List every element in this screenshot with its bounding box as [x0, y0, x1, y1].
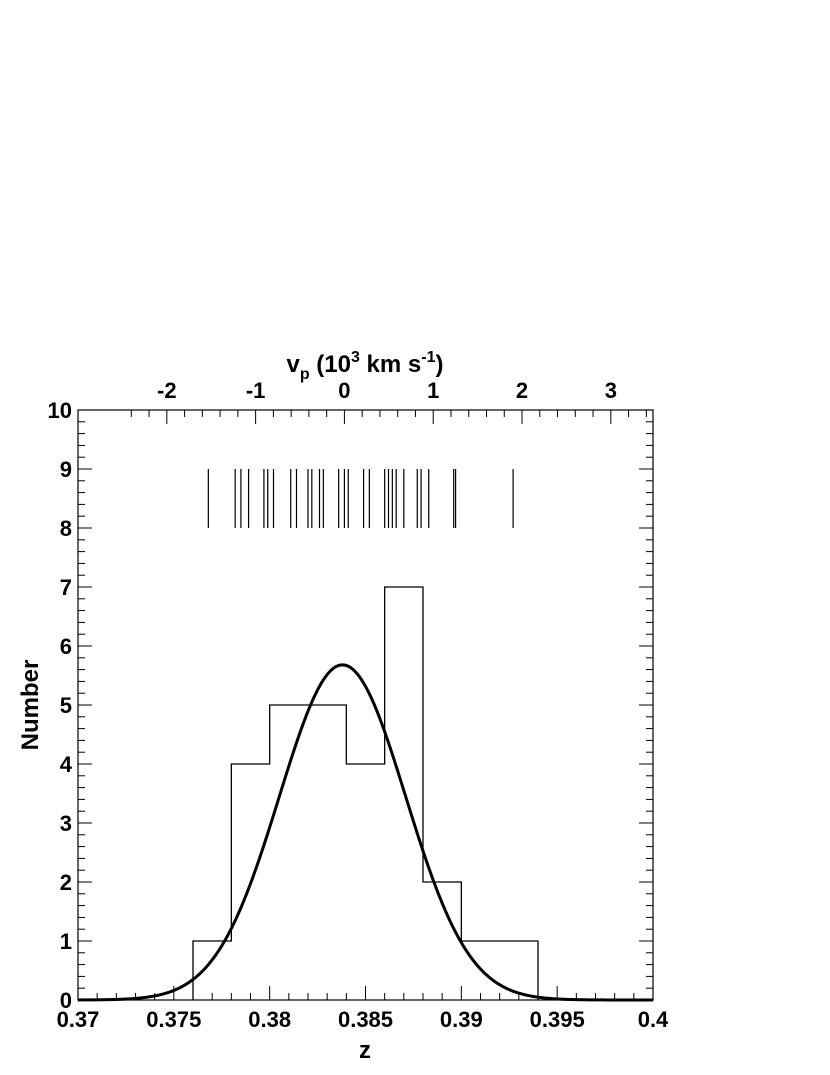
- histogram-outline: [192, 586, 539, 1000]
- x-tick-label: 0.385: [338, 1007, 393, 1032]
- plot-frame: [77, 409, 654, 1001]
- top-axis-title: vp (103 km s-1): [286, 349, 443, 383]
- major-ticks: [77, 409, 654, 1001]
- galaxy-redshift-marks: [207, 469, 514, 528]
- top-tick-labels: -2 -1 0 1 2 3: [157, 378, 617, 403]
- y-tick-label: 9: [60, 457, 72, 482]
- minor-ticks: [78, 410, 653, 1000]
- x-axis-title: z: [359, 1037, 371, 1064]
- y-tick-label: 5: [60, 693, 72, 718]
- y-tick-label: 3: [60, 811, 72, 836]
- x-tick-labels: 0.37 0.375 0.38 0.385 0.39 0.395 0.4: [57, 1007, 669, 1032]
- y-tick-label: 4: [60, 752, 73, 777]
- y-tick-label: 2: [60, 870, 72, 895]
- y-tick-label: 8: [60, 516, 72, 541]
- top-tick-label: -1: [246, 378, 266, 403]
- x-tick-label: 0.38: [248, 1007, 291, 1032]
- top-tick-label: 2: [516, 378, 528, 403]
- y-tick-label: 6: [60, 634, 72, 659]
- y-tick-label: 1: [60, 929, 72, 954]
- top-tick-label: 0: [338, 378, 350, 403]
- x-tick-label: 0.37: [57, 1007, 100, 1032]
- top-tick-label: 3: [605, 378, 617, 403]
- x-tick-label: 0.39: [440, 1007, 483, 1032]
- y-tick-labels: 0 1 2 3 4 5 6 7 8 9 10: [48, 398, 73, 1013]
- x-tick-label: 0.4: [638, 1007, 669, 1032]
- x-tick-label: 0.375: [146, 1007, 201, 1032]
- top-tick-label: -2: [157, 378, 177, 403]
- y-axis-title: Number: [17, 660, 44, 751]
- x-tick-label: 0.395: [530, 1007, 585, 1032]
- y-tick-label: 7: [60, 575, 72, 600]
- y-tick-label: 10: [48, 398, 72, 423]
- top-tick-label: 1: [427, 378, 439, 403]
- y-tick-label: 0: [60, 988, 72, 1013]
- gaussian-fit-curve: [77, 663, 653, 1002]
